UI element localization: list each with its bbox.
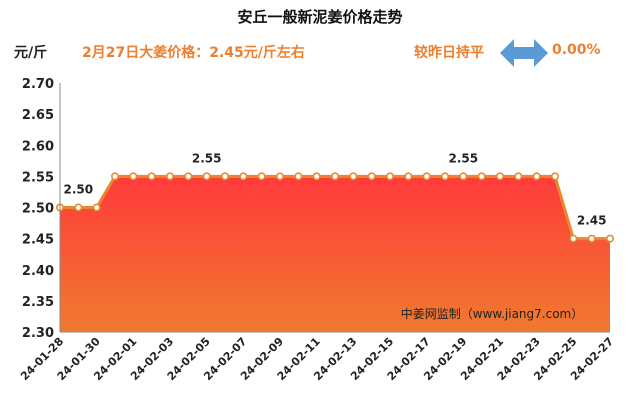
data-point: [202, 172, 211, 181]
data-point: [111, 172, 120, 181]
y-tick-label: 2.45: [22, 233, 54, 248]
data-point: [587, 234, 596, 243]
y-tick-label: 2.55: [22, 170, 54, 185]
y-tick-label: 2.40: [22, 264, 54, 279]
data-point: [275, 172, 284, 181]
data-point: [349, 172, 358, 181]
chart-title: 安丘一般新泥姜价格走势: [237, 8, 403, 26]
data-point: [166, 172, 175, 181]
data-point: [459, 172, 468, 181]
watermark: 中姜网监制（www.jiang7.com）: [401, 306, 583, 321]
data-point: [92, 203, 101, 212]
data-point: [550, 172, 559, 181]
data-label: 2.55: [192, 151, 222, 165]
data-point: [495, 172, 504, 181]
y-tick-label: 2.50: [22, 202, 54, 217]
data-point: [330, 172, 339, 181]
data-point: [147, 172, 156, 181]
change-percent: 0.00%: [552, 42, 601, 58]
data-point: [440, 172, 449, 181]
data-point: [385, 172, 394, 181]
data-point: [514, 172, 523, 181]
y-axis-unit: 元/斤: [14, 45, 48, 61]
data-point: [257, 172, 266, 181]
data-label: 2.55: [449, 151, 479, 165]
data-point: [532, 172, 541, 181]
data-point: [312, 172, 321, 181]
y-tick-label: 2.60: [22, 139, 54, 154]
data-point: [129, 172, 138, 181]
data-label: 2.50: [64, 183, 94, 197]
y-tick-label: 2.35: [22, 295, 54, 310]
data-point: [184, 172, 193, 181]
double-arrow-icon: [500, 39, 548, 67]
data-point: [294, 172, 303, 181]
data-point: [367, 172, 376, 181]
data-point: [569, 234, 578, 243]
data-point: [477, 172, 486, 181]
data-point: [422, 172, 431, 181]
price-note: 2月27日大姜价格：2.45元/斤左右: [82, 45, 305, 61]
y-tick-label: 2.65: [22, 108, 54, 123]
compare-text: 较昨日持平: [414, 45, 484, 61]
price-area: [60, 176, 610, 332]
data-point: [74, 203, 83, 212]
y-tick-label: 2.30: [22, 326, 54, 341]
data-point: [605, 234, 614, 243]
data-label: 2.45: [577, 214, 607, 228]
data-point: [221, 172, 230, 181]
data-point: [404, 172, 413, 181]
data-point: [239, 172, 248, 181]
y-tick-label: 2.70: [22, 77, 54, 92]
